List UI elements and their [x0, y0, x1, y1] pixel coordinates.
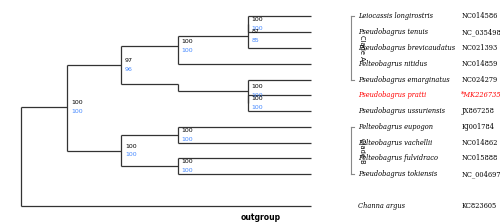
Text: 100: 100 — [182, 159, 193, 164]
Text: Channa argus: Channa argus — [358, 202, 405, 210]
Text: Pseudobagrus pratti: Pseudobagrus pratti — [358, 91, 426, 99]
Text: 97: 97 — [125, 58, 133, 63]
Text: NC_004697: NC_004697 — [462, 170, 500, 178]
Text: NC_035498: NC_035498 — [462, 28, 500, 36]
Text: Clade A: Clade A — [359, 35, 365, 61]
Text: Pelteobagrus nitidus: Pelteobagrus nitidus — [358, 60, 427, 68]
Text: 100: 100 — [72, 100, 83, 105]
Text: 87: 87 — [252, 29, 260, 34]
Text: 100: 100 — [182, 137, 193, 142]
Text: 100: 100 — [252, 96, 264, 101]
Text: Pelteobagrus eupogon: Pelteobagrus eupogon — [358, 123, 433, 131]
Text: 96: 96 — [125, 67, 132, 72]
Text: 100: 100 — [125, 144, 136, 149]
Text: Pelteobagrus fulvidraco: Pelteobagrus fulvidraco — [358, 154, 438, 162]
Text: NC014586: NC014586 — [462, 13, 498, 20]
Text: 100: 100 — [252, 105, 264, 110]
Text: NC021393: NC021393 — [462, 44, 498, 52]
Text: 100: 100 — [252, 84, 264, 90]
Text: *MK226735: *MK226735 — [462, 91, 500, 99]
Text: outgroup: outgroup — [241, 213, 281, 222]
Text: Leiocassis longirostris: Leiocassis longirostris — [358, 13, 433, 20]
Text: NC014859: NC014859 — [462, 60, 498, 68]
Text: JX867258: JX867258 — [462, 107, 494, 115]
Text: Pseudobagrus tenuis: Pseudobagrus tenuis — [358, 28, 428, 36]
Text: Pseudobagrus tokiensis: Pseudobagrus tokiensis — [358, 170, 437, 178]
Text: 100: 100 — [182, 39, 193, 44]
Text: NC014862: NC014862 — [462, 139, 498, 147]
Text: NC024279: NC024279 — [462, 75, 498, 84]
Text: Pseudobagrus ussuriensis: Pseudobagrus ussuriensis — [358, 107, 445, 115]
Text: 85: 85 — [252, 38, 260, 43]
Text: 100: 100 — [182, 128, 193, 133]
Text: NC015888: NC015888 — [462, 154, 498, 162]
Text: 100: 100 — [125, 152, 136, 157]
Text: 100: 100 — [252, 93, 264, 98]
Text: KC823605: KC823605 — [462, 202, 496, 210]
Text: Pelteobagrus vachellii: Pelteobagrus vachellii — [358, 139, 432, 147]
Text: 100: 100 — [252, 26, 264, 31]
Text: 100: 100 — [252, 17, 264, 22]
Text: Pseudobagrus emarginatus: Pseudobagrus emarginatus — [358, 75, 450, 84]
Text: Pseudobagrus brevicaudatus: Pseudobagrus brevicaudatus — [358, 44, 455, 52]
Text: 100: 100 — [72, 109, 83, 114]
Text: Clade B: Clade B — [359, 138, 365, 163]
Text: 100: 100 — [182, 168, 193, 173]
Text: 100: 100 — [182, 48, 193, 53]
Text: KJ001784: KJ001784 — [462, 123, 494, 131]
